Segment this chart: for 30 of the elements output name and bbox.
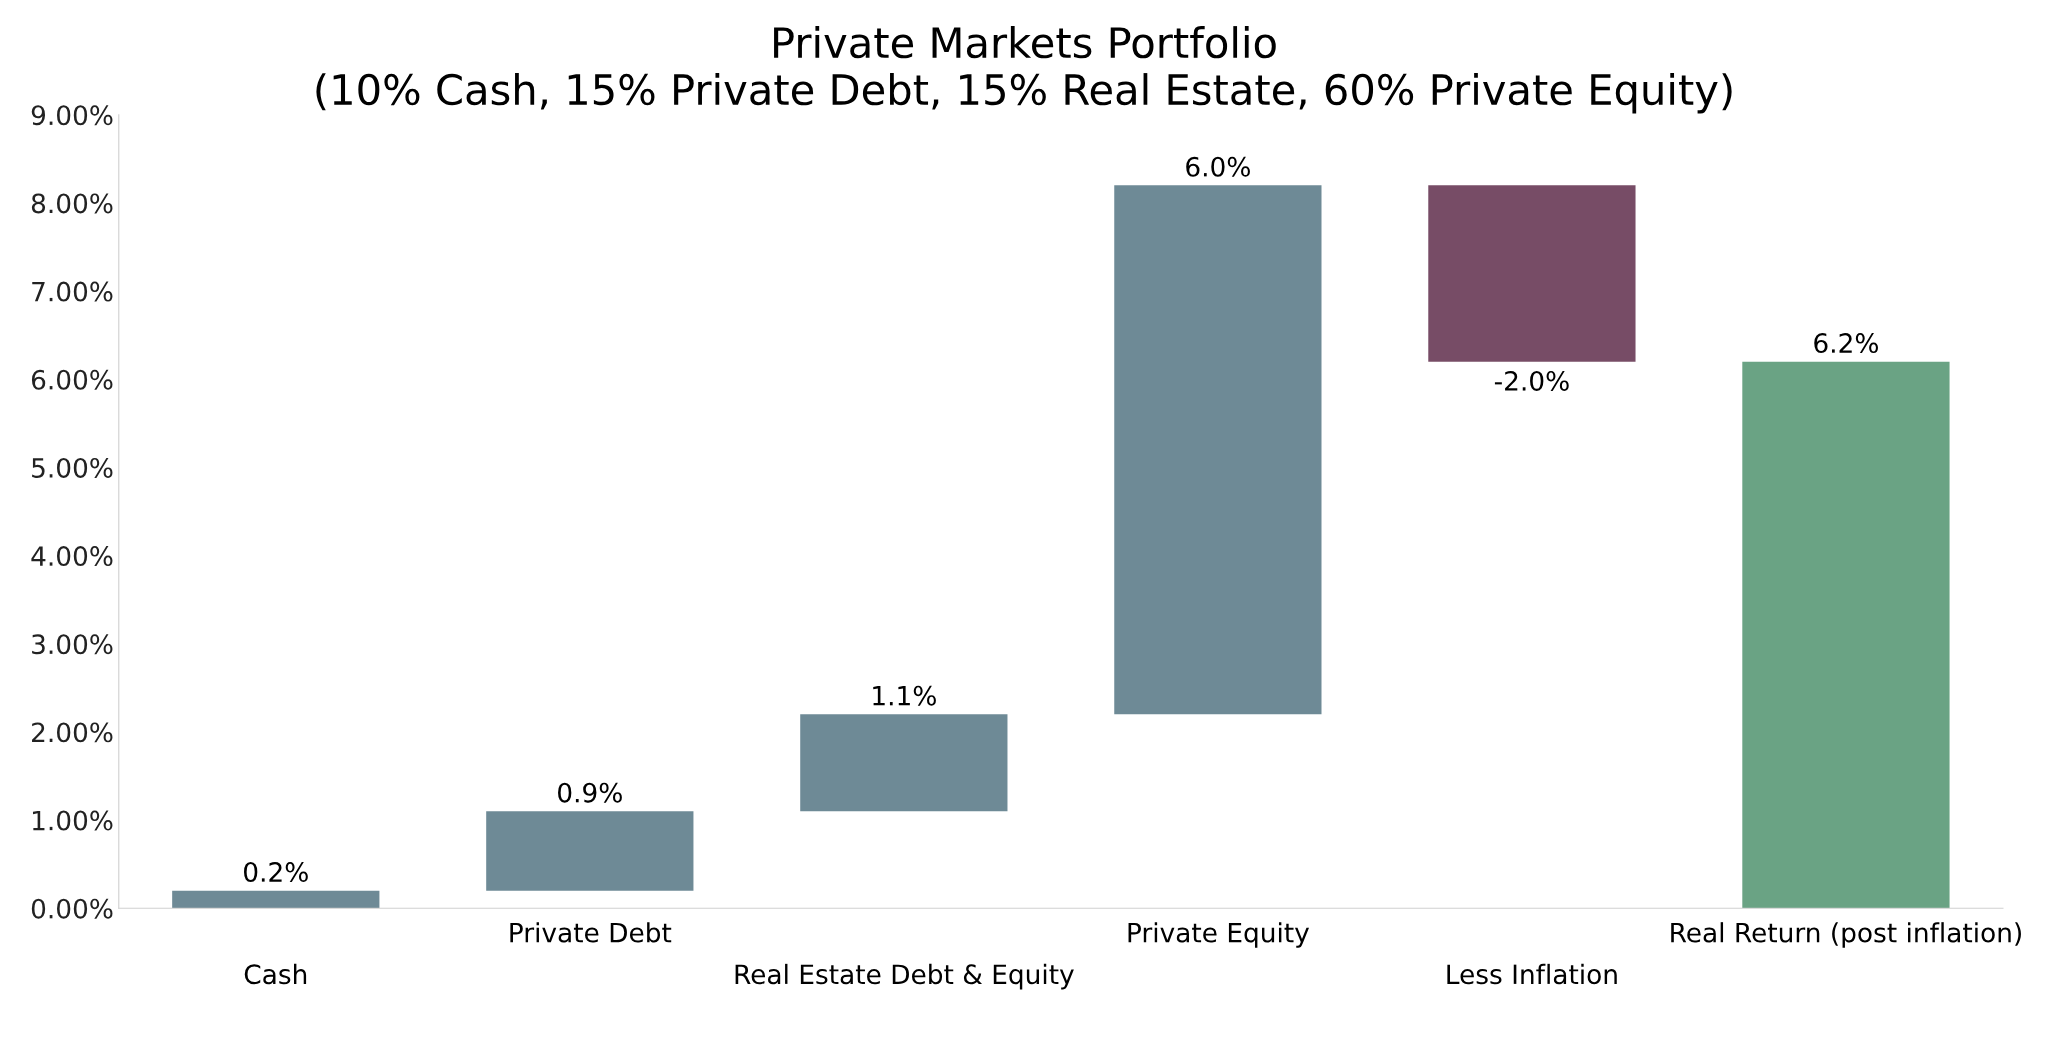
y-tick-label: 7.00% (32, 281, 113, 302)
bar (1742, 361, 1950, 909)
data-label: -2.0% (1494, 370, 1569, 391)
y-tick-label: 8.00% (31, 193, 113, 214)
data-label: 0.2% (244, 862, 308, 883)
data-label: 0.9% (558, 782, 622, 803)
y-tick-label: 2.00% (32, 722, 113, 743)
y-tick-label: 3.00% (32, 634, 113, 655)
x-tick-label: Real Estate Debt & Equity (735, 963, 1074, 990)
data-label: 6.0% (1186, 156, 1250, 177)
y-tick-label: 0.00% (31, 898, 113, 919)
y-tick-label: 4.00% (31, 546, 113, 567)
x-tick-label: Private Debt (510, 922, 672, 943)
y-tick-label: 1.00% (32, 810, 113, 831)
x-tick-label: Real Return (post inflation) (1671, 922, 2021, 948)
bar (800, 714, 1008, 812)
x-tick-label: Less Inflation (1447, 963, 1617, 985)
bar (1114, 185, 1322, 715)
x-tick-label: Cash (244, 963, 307, 985)
chart-subtitle: (10% Cash, 15% Private Debt, 15% Real Estate, 60% Private Equity) (316, 73, 1732, 114)
data-label: 6.2% (1814, 333, 1878, 354)
y-tick-label: 5.00% (32, 457, 113, 478)
x-tick-label: Private Equity (1128, 922, 1310, 948)
y-tick-label: 6.00% (31, 369, 113, 390)
bar (172, 890, 380, 909)
y-tick-label: 9.00% (31, 105, 113, 126)
bar (1428, 185, 1636, 362)
bar (486, 811, 694, 891)
chart-title: Private Markets Portfolio (774, 26, 1276, 59)
data-label: 1.1% (873, 685, 936, 706)
